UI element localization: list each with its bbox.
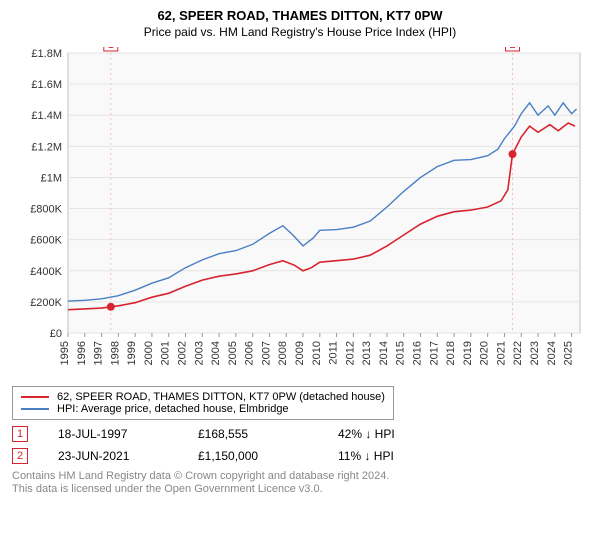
- svg-text:£800K: £800K: [30, 204, 62, 216]
- svg-text:2025: 2025: [563, 341, 575, 365]
- sale-date: 23-JUN-2021: [58, 449, 168, 463]
- svg-text:2005: 2005: [227, 341, 239, 365]
- svg-text:2013: 2013: [361, 341, 373, 365]
- sale-row: 2 23-JUN-2021 £1,150,000 11% ↓ HPI: [12, 448, 588, 464]
- chart-area: £0 £200K £400K £600K £800K £1M £1.2M £1.4M £1.6M…: [12, 47, 588, 382]
- svg-text:2024: 2024: [546, 341, 558, 365]
- svg-text:2012: 2012: [344, 341, 356, 365]
- svg-text:£1.2M: £1.2M: [31, 141, 62, 153]
- legend-item: HPI: Average price, detached house, Elmb…: [21, 403, 385, 415]
- svg-text:£1M: £1M: [41, 172, 62, 184]
- svg-text:2010: 2010: [311, 341, 323, 365]
- sales-table: 1 18-JUL-1997 £168,555 42% ↓ HPI 2 23-JUN-202…: [12, 426, 588, 464]
- svg-text:1996: 1996: [76, 341, 88, 365]
- svg-text:2016: 2016: [412, 341, 424, 365]
- footnote: Contains HM Land Registry data © Crown c…: [12, 470, 588, 496]
- svg-text:2: 2: [509, 47, 515, 51]
- svg-text:2021: 2021: [495, 341, 507, 365]
- legend-swatch: [21, 408, 49, 410]
- svg-text:2019: 2019: [462, 341, 474, 365]
- sale-date: 18-JUL-1997: [58, 427, 168, 441]
- svg-text:2011: 2011: [328, 341, 340, 365]
- svg-text:2020: 2020: [479, 341, 491, 365]
- svg-text:£1.6M: £1.6M: [31, 79, 62, 91]
- svg-text:£1.8M: £1.8M: [31, 48, 62, 60]
- svg-text:£0: £0: [50, 328, 62, 340]
- svg-text:1: 1: [108, 47, 114, 51]
- svg-text:2002: 2002: [177, 341, 189, 365]
- svg-text:2014: 2014: [378, 341, 390, 365]
- legend-swatch: [21, 396, 49, 398]
- sale-marker: 2: [12, 448, 28, 464]
- sale-price: £1,150,000: [198, 449, 308, 463]
- legend-box: 62, SPEER ROAD, THAMES DITTON, KT7 0PW (…: [12, 386, 394, 420]
- svg-text:2007: 2007: [260, 341, 272, 365]
- svg-text:2008: 2008: [277, 341, 289, 365]
- svg-text:2018: 2018: [445, 341, 457, 365]
- footnote-line2: This data is licensed under the Open Gov…: [12, 483, 588, 496]
- sale-price: £168,555: [198, 427, 308, 441]
- svg-text:2022: 2022: [512, 341, 524, 365]
- svg-text:2004: 2004: [210, 341, 222, 365]
- legend-item: 62, SPEER ROAD, THAMES DITTON, KT7 0PW (…: [21, 391, 385, 403]
- legend-label: 62, SPEER ROAD, THAMES DITTON, KT7 0PW (…: [57, 391, 385, 403]
- figure-container: 62, SPEER ROAD, THAMES DITTON, KT7 0PW P…: [0, 0, 600, 560]
- title-line1: 62, SPEER ROAD, THAMES DITTON, KT7 0PW: [12, 8, 588, 23]
- svg-text:£1.4M: £1.4M: [31, 110, 62, 122]
- svg-text:£600K: £600K: [30, 235, 62, 247]
- svg-text:2023: 2023: [529, 341, 541, 365]
- sale-marker: 1: [12, 426, 28, 442]
- sale-delta: 11% ↓ HPI: [338, 449, 448, 463]
- legend-label: HPI: Average price, detached house, Elmb…: [57, 403, 289, 415]
- svg-text:2015: 2015: [395, 341, 407, 365]
- sale-row: 1 18-JUL-1997 £168,555 42% ↓ HPI: [12, 426, 588, 442]
- title-line2: Price paid vs. HM Land Registry's House …: [12, 25, 588, 39]
- svg-text:2000: 2000: [143, 341, 155, 365]
- svg-text:£200K: £200K: [30, 297, 62, 309]
- sale-delta: 42% ↓ HPI: [338, 427, 448, 441]
- svg-text:2017: 2017: [428, 341, 440, 365]
- svg-text:2009: 2009: [294, 341, 306, 365]
- svg-text:1999: 1999: [126, 341, 138, 365]
- svg-text:2003: 2003: [193, 341, 205, 365]
- svg-text:1997: 1997: [93, 341, 105, 365]
- footnote-line1: Contains HM Land Registry data © Crown c…: [12, 470, 588, 483]
- svg-text:2006: 2006: [244, 341, 256, 365]
- svg-text:2001: 2001: [160, 341, 172, 365]
- svg-text:1995: 1995: [59, 341, 71, 365]
- svg-text:1998: 1998: [109, 341, 121, 365]
- line-chart: £0 £200K £400K £600K £800K £1M £1.2M £1.4M £1.6M…: [12, 47, 588, 377]
- svg-text:£400K: £400K: [30, 266, 62, 278]
